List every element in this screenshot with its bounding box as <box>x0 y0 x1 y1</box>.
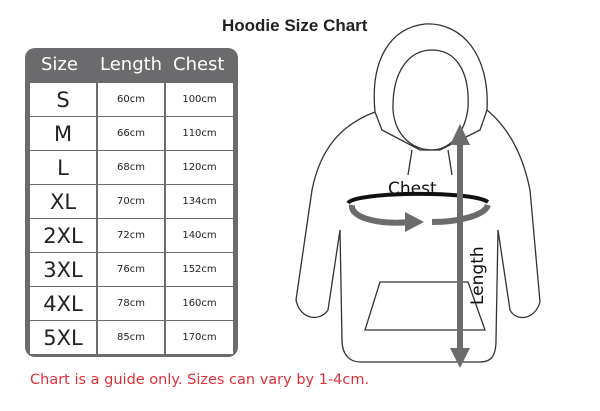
cell-chest: 170cm <box>166 321 233 354</box>
cell-chest: 120cm <box>166 151 233 184</box>
size-table: Size Length Chest S 60cm 100cm M 66cm 110cm L 6… <box>25 48 238 357</box>
cell-length: 68cm <box>98 151 164 184</box>
length-label: Length <box>468 246 488 305</box>
cell-chest: 152cm <box>166 253 233 286</box>
hoodie-hood <box>373 23 488 151</box>
chest-arrow-right-icon <box>431 203 491 225</box>
cell-length: 70cm <box>98 185 164 218</box>
cell-size: 3XL <box>30 253 96 286</box>
table-row: S 60cm 100cm <box>30 83 233 116</box>
table-row: 3XL 76cm 152cm <box>30 253 233 286</box>
cell-chest: 110cm <box>166 117 233 150</box>
chest-arc-icon <box>346 191 490 205</box>
cell-chest: 134cm <box>166 185 233 218</box>
header-length: Length <box>100 54 163 75</box>
chest-arrow-head-icon <box>405 212 424 232</box>
cell-size: XL <box>30 185 96 218</box>
cell-size: M <box>30 117 96 150</box>
cell-length: 78cm <box>98 287 164 320</box>
table-row: 2XL 72cm 140cm <box>30 219 233 252</box>
cell-chest: 100cm <box>166 83 233 116</box>
cell-chest: 140cm <box>166 219 233 252</box>
table-row: XL 70cm 134cm <box>30 185 233 218</box>
disclaimer-note: Chart is a guide only. Sizes can vary by… <box>30 372 370 388</box>
table-row: 5XL 85cm 170cm <box>30 321 233 354</box>
cell-size: 5XL <box>30 321 96 354</box>
hoodie-drawstring-left <box>407 149 413 176</box>
cell-size: 4XL <box>30 287 96 320</box>
hoodie-face-opening <box>392 49 469 151</box>
hoodie-body <box>295 109 541 363</box>
header-chest: Chest <box>173 54 225 75</box>
header-size: Size <box>41 54 78 75</box>
cell-size: 2XL <box>30 219 96 252</box>
chest-arrow-left-icon <box>349 204 411 226</box>
cell-length: 85cm <box>98 321 164 354</box>
page-title: Hoodie Size Chart <box>222 16 368 35</box>
table-row: 4XL 78cm 160cm <box>30 287 233 320</box>
cell-length: 60cm <box>98 83 164 116</box>
table-row: L 68cm 120cm <box>30 151 233 184</box>
cell-size: L <box>30 151 96 184</box>
chest-label: Chest <box>388 179 437 199</box>
cell-chest: 160cm <box>166 287 233 320</box>
length-arrow-bottom-icon <box>450 348 470 368</box>
hoodie-pocket <box>364 281 486 331</box>
hoodie-drawstring-right <box>447 149 453 176</box>
length-arrow-top-icon <box>450 124 470 145</box>
table-row: M 66cm 110cm <box>30 117 233 150</box>
cell-size: S <box>30 83 96 116</box>
cell-length: 76cm <box>98 253 164 286</box>
cell-length: 72cm <box>98 219 164 252</box>
cell-length: 66cm <box>98 117 164 150</box>
